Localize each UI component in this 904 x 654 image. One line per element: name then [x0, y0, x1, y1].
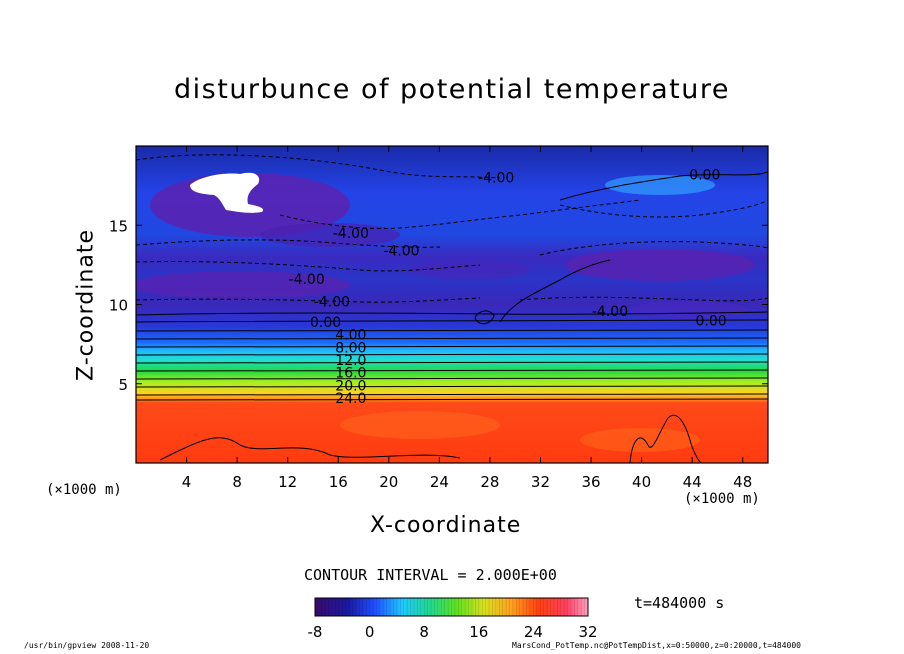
colorbar-tick-label: 32 [578, 623, 597, 641]
chart-title: disturbunce of potential temperature [174, 74, 730, 105]
footer-left: /usr/bin/gpview 2008-11-20 [24, 641, 150, 650]
x-tick-label: 20 [379, 473, 398, 491]
contour-label: 0.00 [696, 313, 727, 329]
contour-interval: CONTOUR INTERVAL = 2.000E+00 [304, 566, 557, 584]
x-axis: 4 8 12 16 20 24 28 32 36 40 44 48 [182, 146, 752, 491]
x-tick-label: 24 [430, 473, 449, 491]
contour-label: -4.00 [289, 272, 325, 288]
x-tick-label: 36 [581, 473, 600, 491]
y-tick-label: 5 [118, 376, 128, 394]
contour-label: 4.00 [335, 328, 366, 344]
heatmap-field [136, 146, 768, 463]
contour-label: 20.0 [335, 378, 366, 394]
x-tick-label: 40 [632, 473, 651, 491]
x-tick-label: 48 [733, 473, 752, 491]
contour-label: -4.00 [333, 226, 369, 242]
contour-label: -4.00 [478, 171, 514, 187]
y-tick-label: 15 [109, 217, 128, 235]
contour-label: -4.00 [383, 244, 419, 260]
x-tick-label: 4 [182, 473, 192, 491]
x-tick-label: 32 [531, 473, 550, 491]
x-tick-label: 12 [278, 473, 297, 491]
colorbar-tick-label: 16 [469, 623, 488, 641]
time-label: t=484000 s [634, 594, 725, 612]
contour-label: 0.00 [689, 168, 720, 184]
contour-label: -4.00 [592, 304, 628, 320]
x-tick-label: 28 [480, 473, 499, 491]
colorbar: -8 0 8 16 24 32 [308, 597, 598, 641]
y-axis: 5 10 15 [109, 217, 768, 394]
colorbar-tick-label: 8 [419, 623, 429, 641]
y-tick-label: 10 [109, 297, 128, 315]
x-unit-left: (×1000 m) [46, 482, 122, 498]
contour-label: 8.00 [335, 340, 366, 356]
colorbar-tick-label: 24 [524, 623, 543, 641]
x-axis-label: X-coordinate [370, 513, 522, 538]
contour-label: 16.0 [335, 366, 366, 382]
contour-label: 12.0 [335, 353, 366, 369]
contour-label: 24.0 [335, 391, 366, 407]
x-tick-label: 44 [683, 473, 702, 491]
colorbar-tick-label: -8 [308, 623, 323, 641]
y-axis-label: Z-coordinate [73, 229, 99, 381]
colorbar-tick-label: 0 [365, 623, 375, 641]
contour-labels: -4.00 0.00 -4.00 -4.00 -4.00 -4.00 -4.00 0.00 0.… [289, 168, 727, 407]
x-tick-label: 16 [329, 473, 348, 491]
x-tick-label: 8 [232, 473, 242, 491]
x-unit-right: (×1000 m) [684, 491, 760, 507]
contour-label: -4.00 [314, 294, 350, 310]
footer-right: MarsCond_PotTemp.nc@PotTempDist,x=0:5000… [512, 641, 801, 650]
contour-label: 0.00 [310, 315, 341, 331]
